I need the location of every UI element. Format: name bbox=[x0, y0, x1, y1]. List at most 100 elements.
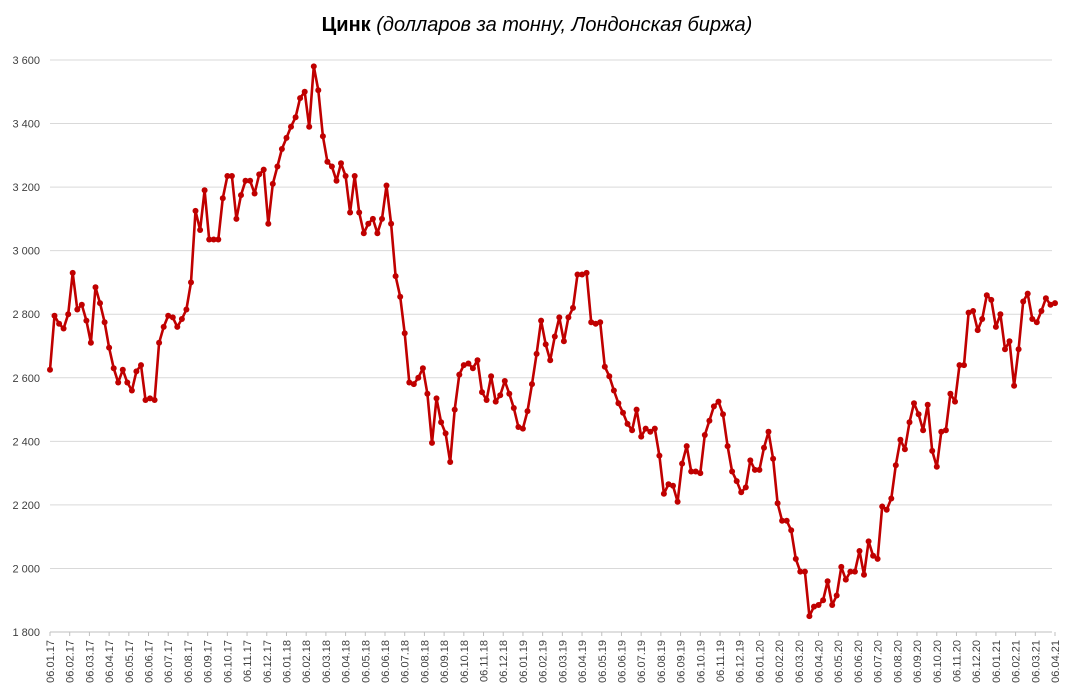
data-point bbox=[715, 398, 722, 405]
data-point bbox=[347, 209, 354, 216]
data-point bbox=[247, 177, 254, 184]
data-point bbox=[833, 592, 840, 599]
x-tick-label: 06.08.20 bbox=[892, 640, 904, 683]
data-point bbox=[1002, 346, 1008, 353]
data-point bbox=[397, 293, 404, 300]
data-point bbox=[742, 484, 749, 491]
x-tick-label: 06.08.18 bbox=[419, 640, 431, 683]
data-point bbox=[710, 403, 717, 410]
data-point bbox=[997, 311, 1004, 318]
data-point bbox=[219, 195, 226, 202]
data-point bbox=[820, 597, 827, 604]
data-point bbox=[192, 207, 199, 214]
data-point bbox=[269, 180, 276, 187]
y-tick-label: 1 800 bbox=[12, 627, 40, 639]
x-tick-label: 06.08.19 bbox=[656, 640, 668, 683]
x-tick-label: 06.01.17 bbox=[45, 640, 57, 683]
series-zinc bbox=[47, 63, 1058, 620]
data-point bbox=[888, 495, 895, 502]
data-point bbox=[301, 88, 308, 95]
data-point bbox=[861, 571, 867, 578]
data-point bbox=[592, 320, 599, 327]
data-point bbox=[433, 395, 440, 402]
data-point bbox=[374, 230, 381, 237]
x-axis-ticks: 06.01.17 06.02.17 06.03.17 06.04.17 06.05.17… bbox=[45, 632, 1062, 683]
data-point bbox=[692, 468, 699, 475]
data-point bbox=[74, 306, 81, 313]
x-tick-label: 06.02.18 bbox=[301, 640, 313, 683]
x-tick-label: 06.01.19 bbox=[518, 640, 530, 683]
data-point bbox=[524, 408, 531, 415]
data-point bbox=[442, 430, 449, 437]
data-point bbox=[360, 230, 367, 237]
data-point bbox=[856, 548, 863, 554]
data-point bbox=[542, 341, 549, 348]
data-point bbox=[238, 192, 244, 199]
x-tick-label: 06.02.19 bbox=[538, 640, 550, 683]
data-point bbox=[588, 319, 595, 326]
data-point bbox=[815, 602, 822, 608]
data-point bbox=[538, 317, 545, 324]
data-point bbox=[901, 446, 908, 453]
data-point bbox=[701, 432, 708, 438]
data-point bbox=[642, 425, 649, 432]
x-tick-label: 06.11.17 bbox=[242, 640, 254, 682]
data-point bbox=[651, 425, 658, 432]
data-point bbox=[110, 365, 117, 372]
x-tick-label: 06.07.17 bbox=[163, 640, 175, 683]
x-tick-label: 06.03.18 bbox=[321, 640, 333, 683]
data-point bbox=[747, 457, 754, 464]
data-point bbox=[947, 390, 954, 397]
data-point bbox=[69, 269, 76, 276]
data-point bbox=[656, 452, 663, 459]
data-point bbox=[142, 397, 149, 403]
data-point bbox=[779, 517, 786, 524]
data-point bbox=[174, 323, 181, 330]
series-line bbox=[48, 65, 1057, 618]
data-point bbox=[51, 312, 58, 319]
x-tick-label: 06.06.19 bbox=[616, 640, 628, 683]
data-point bbox=[356, 209, 363, 216]
data-point bbox=[583, 269, 590, 276]
data-point bbox=[56, 320, 63, 327]
data-point bbox=[610, 387, 617, 394]
x-tick-label: 06.04.18 bbox=[341, 640, 353, 683]
x-tick-label: 06.01.21 bbox=[991, 640, 1003, 683]
data-point bbox=[965, 309, 972, 316]
data-point bbox=[983, 292, 990, 299]
data-point bbox=[761, 444, 767, 451]
data-point bbox=[961, 362, 967, 369]
data-point bbox=[1011, 382, 1018, 389]
data-point bbox=[1024, 290, 1031, 297]
x-tick-label: 06.09.18 bbox=[439, 640, 451, 683]
data-point bbox=[169, 314, 176, 321]
data-point bbox=[811, 603, 817, 610]
data-point bbox=[879, 503, 886, 510]
data-point bbox=[1042, 295, 1049, 302]
data-point bbox=[579, 271, 586, 278]
data-point bbox=[556, 314, 563, 321]
data-point bbox=[974, 327, 981, 334]
data-point bbox=[883, 506, 890, 513]
data-point bbox=[674, 498, 681, 505]
data-point bbox=[278, 146, 285, 152]
data-point bbox=[924, 401, 931, 408]
data-point bbox=[533, 350, 540, 357]
data-point bbox=[379, 215, 385, 222]
data-point bbox=[720, 411, 726, 418]
data-point bbox=[797, 568, 804, 575]
data-point bbox=[906, 419, 913, 426]
data-point bbox=[310, 63, 317, 70]
x-tick-label: 06.06.17 bbox=[144, 640, 156, 683]
data-point bbox=[92, 284, 99, 291]
data-point bbox=[415, 374, 422, 381]
data-point bbox=[851, 568, 858, 575]
data-point bbox=[406, 379, 413, 386]
data-point bbox=[874, 555, 881, 562]
data-point bbox=[606, 373, 613, 380]
y-tick-label: 3 400 bbox=[12, 119, 40, 131]
x-tick-label: 06.07.20 bbox=[873, 640, 885, 683]
data-point bbox=[265, 220, 272, 227]
